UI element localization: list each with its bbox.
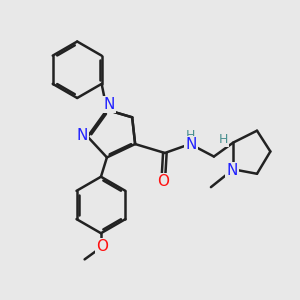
Text: N: N (185, 137, 196, 152)
Text: H: H (186, 129, 195, 142)
Text: H: H (219, 133, 228, 146)
Text: O: O (157, 174, 169, 189)
Text: O: O (96, 239, 108, 254)
Text: N: N (226, 163, 237, 178)
Text: N: N (76, 128, 88, 142)
Text: N: N (103, 97, 115, 112)
